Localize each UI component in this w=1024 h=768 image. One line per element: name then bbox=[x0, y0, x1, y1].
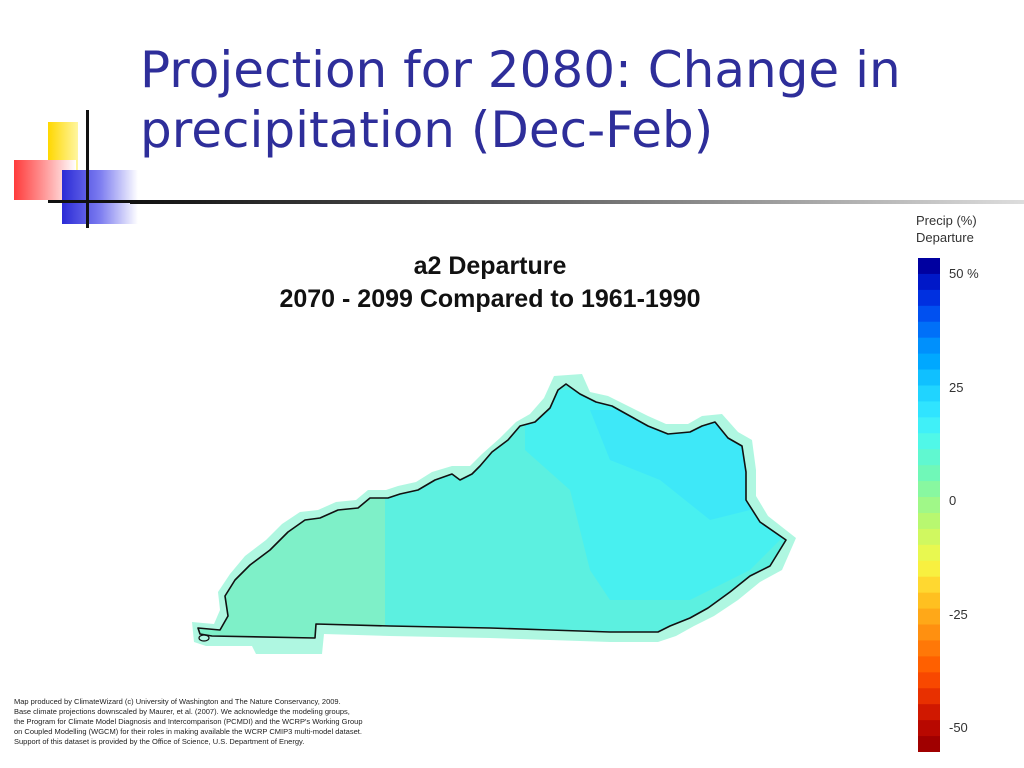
state-outline bbox=[197, 383, 787, 639]
legend-swatch bbox=[918, 592, 940, 610]
legend-title: Precip (%) Departure bbox=[916, 212, 1016, 246]
legend-swatch bbox=[918, 385, 940, 403]
map-credit: Map produced by ClimateWizard (c) Univer… bbox=[14, 697, 444, 747]
decor-vertical-line bbox=[86, 110, 89, 228]
legend-swatch bbox=[918, 528, 940, 546]
legend-swatch bbox=[918, 624, 940, 642]
slide-title-line-1: Projection for 2080: Change in bbox=[140, 41, 901, 99]
credit-line-1: Map produced by ClimateWizard (c) Univer… bbox=[14, 697, 341, 706]
legend-swatch bbox=[918, 449, 940, 466]
legend-title-line-2: Departure bbox=[916, 230, 974, 245]
legend-swatch bbox=[918, 672, 940, 689]
legend-swatch bbox=[918, 688, 940, 705]
legend-swatch bbox=[918, 465, 940, 482]
legend-swatch bbox=[918, 337, 940, 355]
legend-swatch bbox=[918, 417, 940, 434]
kentucky-precip-map bbox=[192, 374, 796, 654]
legend-color-bar bbox=[918, 258, 940, 752]
slide-title-line-2: precipitation (Dec-Feb) bbox=[140, 101, 714, 159]
legend-tick-label: 0 bbox=[949, 493, 957, 508]
legend-swatch bbox=[918, 305, 940, 323]
legend-swatch bbox=[918, 497, 940, 514]
legend-swatch bbox=[918, 481, 940, 498]
legend-tick-label: 25 bbox=[949, 379, 964, 395]
map-title-line-2: 2070 - 2099 Compared to 1961-1990 bbox=[279, 285, 701, 313]
legend-swatch bbox=[918, 720, 940, 737]
legend-swatch bbox=[918, 353, 940, 371]
legend-swatch bbox=[918, 640, 940, 657]
credit-line-3: the Program for Climate Model Diagnosis … bbox=[14, 717, 363, 726]
credit-line-4: on Coupled Modelling (WGCM) for their ro… bbox=[14, 727, 362, 736]
legend-swatch bbox=[918, 289, 940, 307]
legend-swatch bbox=[918, 544, 940, 562]
legend-swatch bbox=[918, 321, 940, 339]
map-title: a2 Departure 2070 - 2099 Compared to 196… bbox=[180, 250, 800, 316]
legend-swatch bbox=[918, 369, 940, 387]
legend-swatch bbox=[918, 401, 940, 418]
slide-title: Projection for 2080: Change in precipita… bbox=[140, 40, 1000, 160]
credit-line-2: Base climate projections downscaled by M… bbox=[14, 707, 350, 716]
legend-swatch bbox=[918, 433, 940, 450]
map-title-line-1: a2 Departure bbox=[413, 252, 567, 280]
legend-swatch bbox=[918, 273, 940, 291]
legend-swatch bbox=[918, 656, 940, 673]
legend-swatch bbox=[918, 704, 940, 721]
legend-swatch bbox=[918, 608, 940, 626]
legend-title-line-1: Precip (%) bbox=[916, 213, 977, 228]
kentucky-bend-outline bbox=[198, 634, 210, 642]
legend-tick-label: -50 bbox=[949, 720, 968, 735]
credit-line-5: Support of this dataset is provided by t… bbox=[14, 737, 305, 746]
legend-swatch bbox=[918, 512, 940, 530]
legend-tick-label: -25 bbox=[949, 606, 968, 622]
title-underline bbox=[130, 200, 1024, 204]
legend-swatch bbox=[918, 560, 940, 578]
region-northeast bbox=[590, 410, 750, 520]
decor-horizontal-line bbox=[48, 200, 140, 203]
legend-swatch bbox=[918, 736, 940, 752]
legend-tick-label: 50 % bbox=[949, 266, 979, 281]
decor-blue-square bbox=[62, 170, 138, 224]
legend-swatch bbox=[918, 258, 940, 275]
legend-swatch bbox=[918, 576, 940, 594]
